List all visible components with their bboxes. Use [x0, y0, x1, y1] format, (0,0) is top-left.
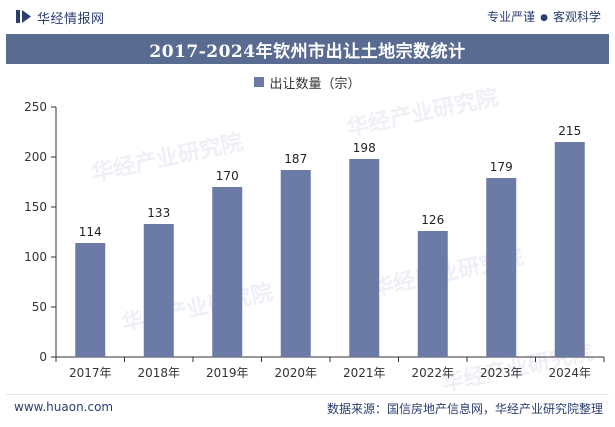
x-tick-label: 2022年 [411, 366, 454, 380]
bar-value-label: 215 [558, 124, 581, 138]
footer-url[interactable]: www.huaon.com [14, 400, 114, 414]
bar-2023年 [486, 178, 517, 357]
bar-2024年 [554, 142, 585, 357]
site-name: 华经情报网 [37, 12, 105, 27]
x-tick-label: 2023年 [480, 366, 523, 380]
legend-label: 出让数量（宗） [269, 76, 361, 92]
bar-2020年 [280, 170, 311, 357]
huajing-logo-icon [16, 10, 31, 23]
bar-value-label: 170 [216, 169, 239, 183]
slogan: 专业严谨 ● 客观科学 [487, 8, 601, 25]
x-tick-label: 2020年 [274, 366, 317, 380]
slogan-left: 专业严谨 [487, 10, 536, 24]
bar-value-label: 133 [147, 206, 170, 220]
footer-divider [6, 394, 609, 395]
y-tick-label: 250 [24, 100, 47, 114]
bar-2021年 [349, 159, 380, 357]
x-tick-label: 2024年 [548, 366, 591, 380]
footer-source: 数据来源：国信房地产信息网，华经产业研究院整理 [326, 402, 603, 416]
bar-value-label: 179 [490, 160, 513, 174]
bullet-dot-icon: ● [540, 13, 548, 23]
chart-title: 2017-2024年钦州市出让土地宗数统计 [149, 41, 466, 62]
x-tick-label: 2017年 [69, 366, 112, 380]
bar-2019年 [212, 187, 243, 357]
y-tick-label: 200 [24, 150, 47, 164]
x-tick-label: 2018年 [137, 366, 180, 380]
top-bar: 华经情报网 专业严谨 ● 客观科学 [0, 0, 615, 34]
x-tick-label: 2021年 [343, 366, 386, 380]
bar-2022年 [417, 231, 448, 357]
bar-value-label: 114 [79, 225, 102, 239]
chart-legend: 出让数量（宗） [0, 72, 615, 92]
bar-value-label: 187 [284, 152, 307, 166]
y-tick-label: 150 [24, 200, 47, 214]
y-tick-label: 50 [32, 300, 47, 314]
slogan-right: 客观科学 [552, 10, 601, 24]
bar-value-label: 126 [421, 213, 444, 227]
y-tick-label: 100 [24, 250, 47, 264]
y-tick-label: 0 [39, 350, 47, 364]
bar-value-label: 198 [353, 141, 376, 155]
x-tick-label: 2019年 [206, 366, 249, 380]
bar-2018年 [143, 224, 174, 357]
chart-title-bar: 2017-2024年钦州市出让土地宗数统计 [6, 34, 609, 64]
legend-swatch [254, 77, 265, 87]
bar-2017年 [75, 243, 106, 357]
